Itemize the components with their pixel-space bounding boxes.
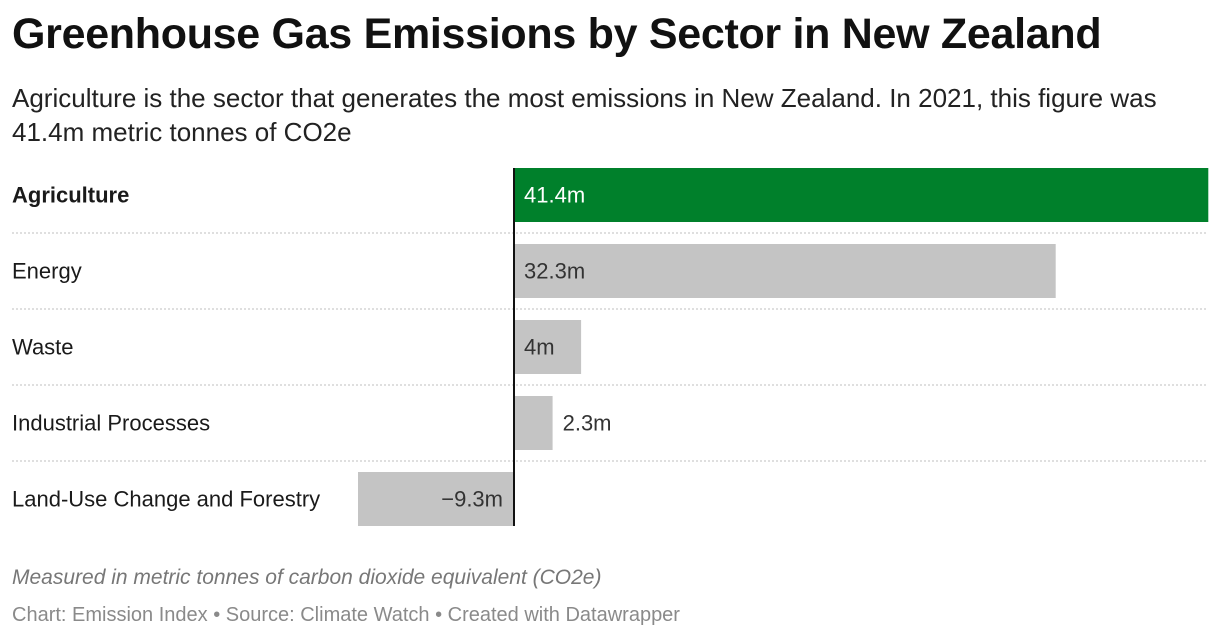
bar-land-use-change-and-forestry bbox=[358, 472, 514, 526]
value-labels: 41.4m 32.3m 4m 2.3m −9.3m bbox=[441, 183, 611, 512]
category-label: Land-Use Change and Forestry bbox=[12, 487, 320, 512]
category-label: Waste bbox=[12, 335, 74, 360]
chart-subtitle: Agriculture is the sector that generates… bbox=[12, 83, 1157, 147]
value-label: 4m bbox=[524, 335, 555, 360]
value-label: 41.4m bbox=[524, 183, 585, 208]
category-label: Energy bbox=[12, 259, 82, 284]
bars bbox=[358, 168, 1209, 526]
value-label: 32.3m bbox=[524, 259, 585, 284]
bar-chart: Agriculture Energy Waste Industrial Process… bbox=[12, 168, 1209, 526]
chart-source: Chart: Emission Index • Source: Climate … bbox=[12, 604, 680, 626]
bar-waste bbox=[514, 320, 582, 374]
bar-agriculture bbox=[514, 168, 1209, 222]
chart-note: Measured in metric tonnes of carbon diox… bbox=[12, 566, 602, 589]
category-label: Industrial Processes bbox=[12, 411, 210, 436]
row-separators bbox=[12, 232, 1208, 462]
bar-energy bbox=[514, 244, 1056, 298]
category-label: Agriculture bbox=[12, 183, 129, 208]
chart-title: Greenhouse Gas Emissions by Sector in Ne… bbox=[12, 10, 1102, 58]
value-label: 2.3m bbox=[563, 411, 612, 436]
bar-industrial-processes bbox=[514, 396, 553, 450]
category-labels: Agriculture Energy Waste Industrial Process… bbox=[12, 183, 320, 512]
value-label: −9.3m bbox=[441, 487, 503, 512]
